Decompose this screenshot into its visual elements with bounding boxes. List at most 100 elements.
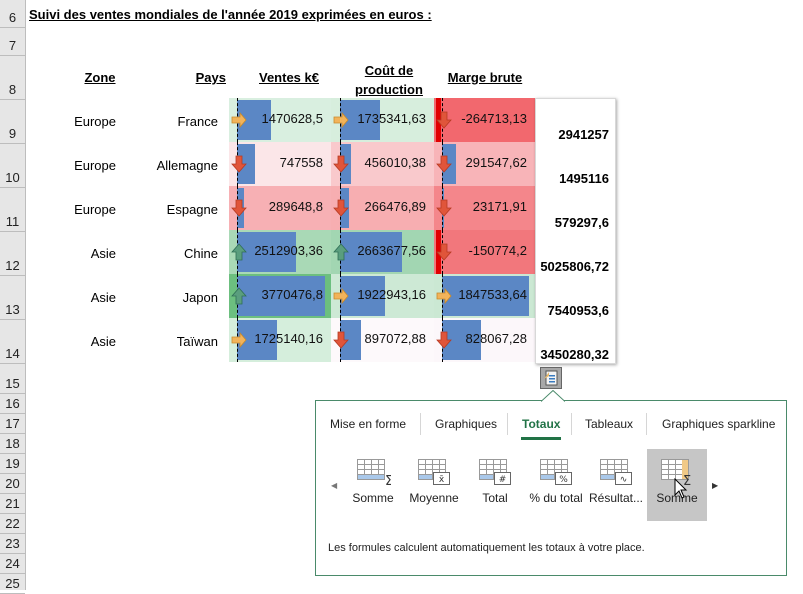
totals-option-1[interactable]: Σ Somme (343, 449, 403, 521)
arrow-right-icon (436, 287, 452, 305)
totals-option-4[interactable]: % % du total (526, 449, 586, 521)
arrow-down-icon (436, 331, 452, 349)
tab-mise-en-forme[interactable]: Mise en forme (330, 417, 407, 431)
arrow-down-icon (333, 155, 349, 173)
arrow-down-icon (231, 155, 247, 173)
tab-tableaux[interactable]: Tableaux (585, 417, 634, 431)
arrow-right-icon (231, 111, 247, 129)
header-marge[interactable]: Marge brute (447, 70, 523, 85)
quick-analysis-button[interactable] (540, 367, 562, 389)
cout-cell[interactable]: 456010,38 (331, 142, 434, 186)
row-header-9[interactable]: 9 (0, 100, 25, 144)
total-value: 1495116 (559, 171, 609, 186)
header-ventes[interactable]: Ventes k€ (259, 70, 319, 85)
ventes-cell[interactable]: 1725140,16 (229, 318, 331, 362)
pays-cell[interactable]: Taïwan (176, 334, 218, 349)
cout-cell[interactable]: 1922943,16 (331, 274, 434, 318)
zone-cell[interactable]: Europe (74, 158, 116, 173)
zone-cell[interactable]: Europe (74, 202, 116, 217)
row-header-16[interactable]: 16 (0, 394, 25, 414)
marge-value: 828067,28 (465, 331, 527, 346)
pays-cell[interactable]: France (177, 114, 218, 129)
row-header-25[interactable]: 25 (0, 574, 25, 594)
row-header-13[interactable]: 13 (0, 276, 25, 320)
arrow-right-icon (231, 331, 247, 349)
ventes-cell[interactable]: 747558 (229, 142, 331, 186)
ventes-cell[interactable]: 2512903,36 (229, 230, 331, 274)
zone-cell[interactable]: Asie (90, 246, 116, 261)
header-pays[interactable]: Pays (195, 70, 226, 85)
ventes-value: 289648,8 (268, 199, 323, 214)
cout-cell[interactable]: 897072,88 (331, 318, 434, 362)
row-header-11[interactable]: 11 (0, 188, 25, 232)
row-header-18[interactable]: 18 (0, 434, 25, 454)
row-header-19[interactable]: 19 (0, 454, 25, 474)
cout-cell[interactable]: 266476,89 (331, 186, 434, 230)
cout-cell[interactable]: 2663677,56 (331, 230, 434, 274)
totals-preview-column: 2941257 1495116 579297,6 5025806,72 7540… (535, 98, 616, 364)
scroll-right-arrow[interactable]: ▶ (712, 481, 719, 490)
row-header-20[interactable]: 20 (0, 474, 25, 494)
totals-option-label: Résultat... (588, 491, 644, 505)
arrow-up-icon (231, 287, 247, 305)
totals-option-3[interactable]: # Total (465, 449, 525, 521)
totals-option-label: Total (482, 491, 508, 505)
header-cout[interactable]: Coût de production (342, 61, 436, 99)
cout-value: 897072,88 (364, 331, 426, 346)
arrow-down-icon (231, 199, 247, 217)
active-tab-underline (521, 437, 561, 440)
row-header-24[interactable]: 24 (0, 554, 25, 574)
tab-graphiques[interactable]: Graphiques (435, 417, 498, 431)
ventes-value: 1470628,5 (261, 111, 323, 126)
average-row-icon: x̄ (404, 457, 464, 487)
cout-cell[interactable]: 1735341,63 (331, 98, 434, 142)
pays-cell[interactable]: Chine (184, 246, 218, 261)
ventes-cell[interactable]: 1470628,5 (229, 98, 331, 142)
total-value: 2941257 (558, 127, 609, 142)
marge-cell[interactable]: -264713,13 (434, 98, 535, 142)
count-row-icon: # (465, 457, 525, 487)
ventes-cell[interactable]: 289648,8 (229, 186, 331, 230)
zone-cell[interactable]: Asie (90, 334, 116, 349)
pays-cell[interactable]: Japon (182, 290, 218, 305)
ventes-value: 747558 (279, 155, 323, 170)
marge-cell[interactable]: -150774,2 (434, 230, 535, 274)
header-cout-line2: production (355, 82, 423, 97)
row-header-23[interactable]: 23 (0, 534, 25, 554)
sheet-title[interactable]: Suivi des ventes mondiales de l'année 20… (29, 7, 432, 22)
zone-cell[interactable]: Europe (74, 114, 116, 129)
row-header-17[interactable]: 17 (0, 414, 25, 434)
row-header-8[interactable]: 8 (0, 56, 25, 100)
scroll-left-arrow[interactable]: ◀ (331, 481, 338, 490)
zone-cell[interactable]: Asie (90, 290, 116, 305)
row-header-14[interactable]: 14 (0, 320, 25, 364)
tab-totaux[interactable]: Totaux (522, 417, 561, 431)
pays-cell[interactable]: Espagne (166, 202, 218, 217)
row-header-22[interactable]: 22 (0, 514, 25, 534)
row-header-15[interactable]: 15 (0, 364, 25, 394)
cout-value: 2663677,56 (357, 243, 426, 258)
header-zone[interactable]: Zone (84, 70, 116, 85)
row-header-10[interactable]: 10 (0, 144, 25, 188)
marge-cell[interactable]: 23171,91 (434, 186, 535, 230)
svg-text:%: % (559, 475, 568, 485)
mouse-cursor-icon (674, 478, 688, 499)
row-header-7[interactable]: 7 (0, 28, 25, 56)
ventes-cell[interactable]: 3770476,8 (229, 274, 331, 318)
arrow-down-icon (436, 155, 452, 173)
pays-cell[interactable]: Allemagne (156, 158, 218, 173)
totals-option-2[interactable]: x̄ Moyenne (404, 449, 464, 521)
ventes-value: 2512903,36 (254, 243, 323, 258)
row-header-21[interactable]: 21 (0, 494, 25, 514)
svg-text:Σ: Σ (385, 474, 391, 487)
totals-option-5[interactable]: ∿ Résultat... (586, 449, 646, 521)
svg-text:#: # (499, 475, 507, 485)
tab-graphiques-sparkline[interactable]: Graphiques sparkline (662, 417, 776, 431)
ventes-value: 3770476,8 (261, 287, 323, 302)
marge-cell[interactable]: 291547,62 (434, 142, 535, 186)
tab-separator (571, 413, 572, 435)
marge-cell[interactable]: 1847533,64 (434, 274, 535, 318)
row-header-6[interactable]: 6 (0, 0, 25, 28)
row-header-12[interactable]: 12 (0, 232, 25, 276)
marge-cell[interactable]: 828067,28 (434, 318, 535, 362)
